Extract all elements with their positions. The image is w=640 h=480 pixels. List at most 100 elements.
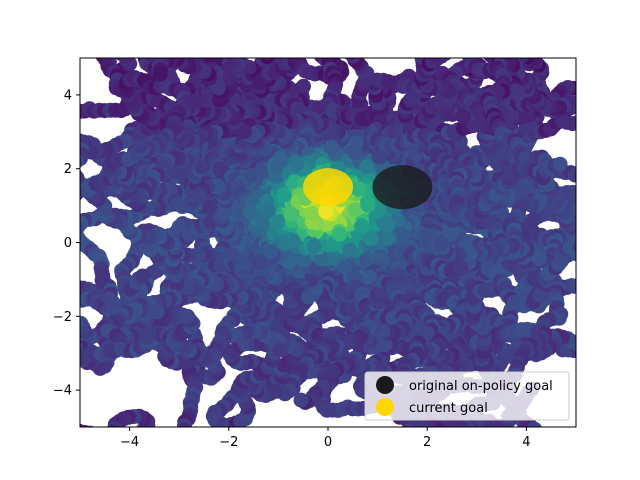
scatter-point	[575, 344, 576, 350]
scatter-point	[409, 430, 424, 445]
scatter-point	[598, 195, 613, 210]
scatter-point	[589, 333, 604, 348]
scatter-point	[591, 226, 606, 241]
scatter-point	[394, 434, 409, 449]
scatter-point	[596, 264, 611, 279]
scatter-point	[595, 256, 610, 271]
scatter-point	[384, 436, 399, 451]
scatter-point	[584, 231, 599, 246]
scatter-point	[65, 280, 80, 295]
scatter-point	[586, 202, 601, 217]
scatter-point	[375, 439, 390, 454]
scatter-point	[594, 332, 609, 347]
scatter-point	[586, 251, 601, 266]
scatter-point	[404, 441, 419, 456]
scatter-point	[470, 429, 485, 444]
scatter-point	[594, 280, 609, 295]
scatter-point	[296, 78, 311, 94]
scatter-point	[53, 145, 68, 160]
scatter-point	[402, 439, 417, 454]
scatter-point	[465, 431, 480, 446]
scatter-point	[585, 226, 600, 241]
scatter-point	[63, 194, 78, 209]
scatter-point	[446, 425, 456, 427]
scatter-point	[596, 260, 611, 275]
scatter-point	[588, 279, 603, 294]
scatter-point	[407, 434, 422, 449]
scatter-point	[379, 437, 394, 452]
scatter-point	[80, 315, 84, 329]
scatter-point	[409, 439, 424, 454]
scatter-point	[55, 290, 70, 305]
scatter-point	[581, 223, 596, 238]
scatter-point	[447, 428, 462, 443]
scatter-point	[57, 206, 72, 221]
scatter-point	[580, 337, 595, 352]
scatter-point	[65, 190, 80, 205]
scatter-point	[569, 278, 576, 294]
scatter-point	[57, 294, 72, 309]
scatter-point	[200, 35, 215, 50]
scatter-points	[42, 31, 613, 457]
scatter-point	[443, 437, 458, 452]
scatter-point	[578, 278, 593, 293]
scatter-point	[588, 195, 603, 210]
scatter-point	[590, 231, 605, 246]
scatter-point	[406, 442, 421, 457]
scatter-point	[577, 248, 592, 263]
scatter-point	[53, 217, 68, 232]
scatter-point	[456, 433, 471, 448]
scatter-point	[595, 268, 610, 283]
scatter-point	[54, 213, 69, 228]
scatter-point	[194, 42, 209, 57]
scatter-point	[42, 140, 57, 155]
scatter-point	[591, 253, 606, 268]
scatter-point	[467, 432, 482, 447]
scatter-point	[54, 209, 69, 224]
scatter-point	[452, 437, 467, 452]
scatter-point	[584, 335, 599, 350]
scatter-point	[514, 38, 529, 53]
scatter-point	[579, 336, 594, 351]
scatter-point	[594, 229, 609, 244]
scatter-point	[516, 42, 531, 57]
scatter-point	[596, 276, 611, 291]
scatter-point	[43, 143, 58, 158]
scatter-point	[582, 249, 597, 264]
scatter-point	[58, 286, 73, 301]
scatter-point	[583, 280, 598, 295]
scatter-point	[591, 336, 606, 351]
scatter-point	[402, 423, 415, 427]
scatter-point	[202, 39, 217, 54]
scatter-point	[590, 199, 605, 214]
scatter-point	[581, 204, 596, 219]
scatter-point	[54, 221, 69, 236]
scatter-point	[452, 431, 467, 446]
scatter-point	[389, 438, 404, 453]
scatter-point	[585, 336, 600, 351]
scatter-point	[408, 439, 423, 454]
scatter-point	[447, 439, 462, 454]
scatter-point	[577, 211, 592, 226]
scatter-point	[406, 438, 421, 453]
scatter-point	[441, 433, 456, 448]
scatter-point	[391, 441, 406, 456]
scatter-point	[57, 148, 72, 163]
scatter-point	[62, 205, 77, 220]
scatter-point	[47, 140, 62, 155]
scatter-point	[399, 442, 414, 457]
scatter-point	[65, 202, 80, 217]
scatter-point	[394, 430, 409, 445]
scatter-point	[196, 38, 211, 53]
scatter-point	[400, 426, 408, 427]
scatter-point	[61, 283, 76, 298]
scatter-point	[460, 432, 475, 447]
scatter-point	[579, 219, 594, 234]
scatter-point	[579, 233, 594, 248]
scatter-point	[441, 429, 456, 444]
scatter-point	[198, 35, 213, 50]
scatter-point	[200, 31, 215, 46]
scatter-point	[392, 437, 407, 452]
scatter-point	[579, 208, 594, 223]
scatter-point	[456, 434, 471, 449]
